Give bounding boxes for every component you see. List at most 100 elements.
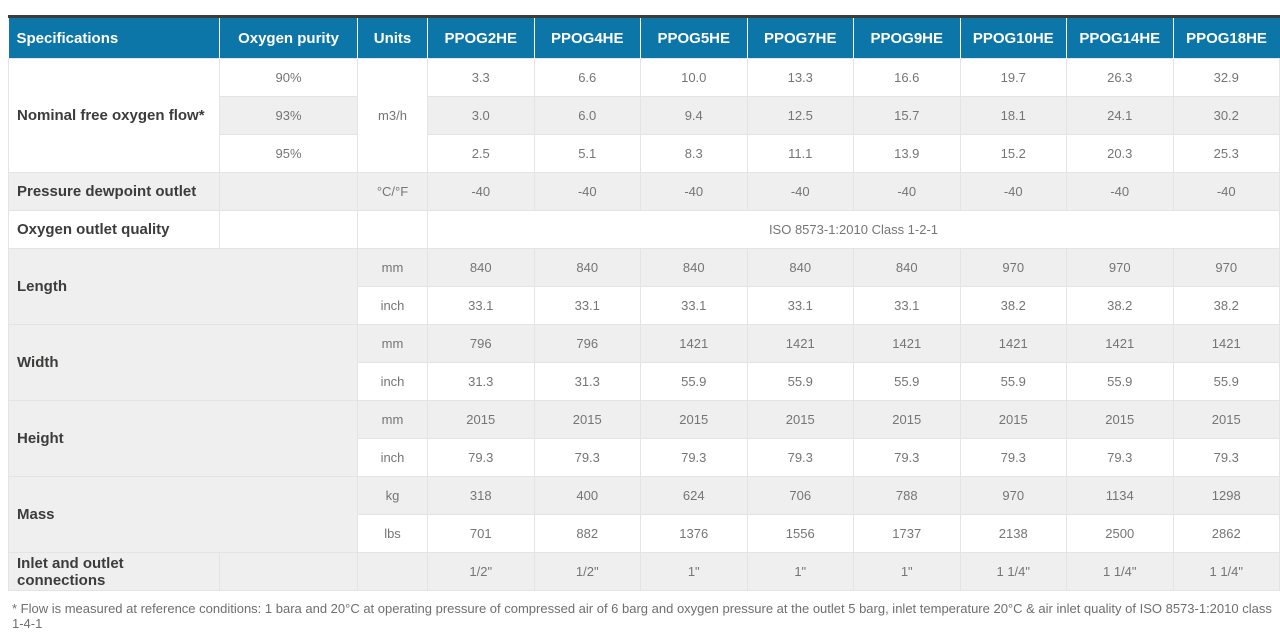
row-width-mm: Width mm 796 796 1421 1421 1421 1421 142…	[8, 324, 1280, 401]
value-cell: 1"	[853, 552, 961, 591]
value-cell: 840	[746, 248, 854, 287]
value-cell: 9.4	[640, 96, 748, 135]
value-cell: 5.1	[533, 134, 641, 173]
value-cell: 1421	[1172, 324, 1280, 363]
header-model-ppog18he: PPOG18HE	[1172, 18, 1280, 59]
value-cell: 10.0	[640, 58, 748, 97]
value-cell: 55.9	[1066, 362, 1174, 401]
header-units: Units	[357, 18, 428, 59]
value-cell: 1 1/4"	[1066, 552, 1174, 591]
value-cell: 25.3	[1172, 134, 1280, 173]
unit-cell-mm: mm	[357, 324, 428, 363]
value-cell: 1421	[1066, 324, 1174, 363]
value-cell: 33.1	[746, 286, 854, 325]
value-cell: 79.3	[533, 438, 641, 477]
row-label-oxygen-quality: Oxygen outlet quality	[8, 210, 220, 249]
value-cell: 26.3	[1066, 58, 1174, 97]
value-cell: 970	[959, 476, 1067, 515]
row-mass-lbs: lbs 701 882 1376 1556 1737 2138 2500 286…	[9, 514, 1280, 553]
value-cell: 79.3	[746, 438, 854, 477]
header-model-ppog14he: PPOG14HE	[1066, 18, 1173, 59]
value-cell: -40	[959, 172, 1067, 211]
specifications-table-container: Specifications Oxygen purity Units PPOG2…	[8, 15, 1280, 591]
value-cell: 1"	[640, 552, 748, 591]
value-cell: 701	[427, 514, 535, 553]
value-cell: 796	[427, 324, 535, 363]
value-cell: 1/2"	[533, 552, 641, 591]
value-cell: 12.5	[746, 96, 854, 135]
empty-cell	[219, 210, 358, 249]
value-cell: 840	[533, 248, 641, 287]
value-cell: 33.1	[427, 286, 535, 325]
value-cell: 2138	[959, 514, 1067, 553]
value-cell: 79.3	[1172, 438, 1280, 477]
value-cell: 2015	[746, 400, 854, 439]
purity-cell: 90%	[219, 58, 358, 97]
value-cell: 1376	[640, 514, 748, 553]
value-cell: 15.7	[853, 96, 961, 135]
value-cell: 970	[959, 248, 1067, 287]
row-label-connections: Inlet and outlet connections	[8, 552, 220, 591]
purity-cell: 93%	[219, 96, 358, 135]
value-cell: 8.3	[640, 134, 748, 173]
row-connections: Inlet and outlet connections 1/2" 1/2" 1…	[8, 552, 1280, 591]
value-cell: 79.3	[427, 438, 535, 477]
value-cell: 6.6	[533, 58, 641, 97]
header-model-ppog9he: PPOG9HE	[853, 18, 960, 59]
unit-cell-lbs: lbs	[357, 514, 428, 553]
value-cell: 2015	[1066, 400, 1174, 439]
header-model-ppog4he: PPOG4HE	[533, 18, 641, 59]
value-cell: 20.3	[1066, 134, 1174, 173]
value-cell: 1556	[746, 514, 854, 553]
value-cell: 13.9	[853, 134, 961, 173]
quality-value-cell: ISO 8573-1:2010 Class 1-2-1	[427, 210, 1280, 249]
value-cell: 2015	[853, 400, 961, 439]
value-cell: 55.9	[746, 362, 854, 401]
row-height-inch: inch 79.3 79.3 79.3 79.3 79.3 79.3 79.3 …	[9, 438, 1280, 477]
unit-cell-kg: kg	[357, 476, 428, 515]
value-cell: -40	[640, 172, 748, 211]
value-cell: 79.3	[853, 438, 961, 477]
value-cell: 55.9	[853, 362, 961, 401]
value-cell: 2015	[959, 400, 1067, 439]
value-cell: 33.1	[853, 286, 961, 325]
value-cell: 3.0	[427, 96, 535, 135]
empty-cell	[357, 552, 428, 591]
value-cell: 400	[533, 476, 641, 515]
header-oxygen-purity: Oxygen purity	[219, 18, 358, 59]
value-cell: 16.6	[853, 58, 961, 97]
value-cell: 1421	[959, 324, 1067, 363]
unit-cell-inch: inch	[357, 362, 428, 401]
row-length-mm: Length mm 840 840 840 840 840 970 970 97…	[8, 248, 1280, 325]
value-cell: 970	[1066, 248, 1174, 287]
value-cell: 31.3	[427, 362, 535, 401]
value-cell: 788	[853, 476, 961, 515]
value-cell: 2015	[533, 400, 641, 439]
value-cell: 24.1	[1066, 96, 1174, 135]
row-label-height: Height	[8, 400, 358, 477]
value-cell: 796	[533, 324, 641, 363]
header-model-ppog5he: PPOG5HE	[640, 18, 747, 59]
value-cell: 1421	[853, 324, 961, 363]
value-cell: -40	[1066, 172, 1174, 211]
header-specifications: Specifications	[8, 18, 220, 59]
purity-cell: 95%	[219, 134, 358, 173]
row-label-flow: Nominal free oxygen flow*	[8, 58, 220, 173]
value-cell: 1421	[746, 324, 854, 363]
unit-cell-flow: m3/h	[357, 58, 428, 173]
value-cell: -40	[427, 172, 535, 211]
value-cell: 55.9	[640, 362, 748, 401]
row-label-length: Length	[8, 248, 358, 325]
value-cell: 32.9	[1172, 58, 1280, 97]
value-cell: 624	[640, 476, 748, 515]
specifications-table: Specifications Oxygen purity Units PPOG2…	[8, 18, 1280, 591]
value-cell: 79.3	[1066, 438, 1174, 477]
flow-reference-footnote: * Flow is measured at reference conditio…	[0, 591, 1280, 642]
empty-cell	[357, 210, 428, 249]
value-cell: 18.1	[959, 96, 1067, 135]
value-cell: 970	[1172, 248, 1280, 287]
row-flow-95: 95% 2.5 5.1 8.3 11.1 13.9 15.2 20.3 25.3	[9, 134, 1280, 173]
value-cell: 79.3	[959, 438, 1067, 477]
value-cell: 19.7	[959, 58, 1067, 97]
